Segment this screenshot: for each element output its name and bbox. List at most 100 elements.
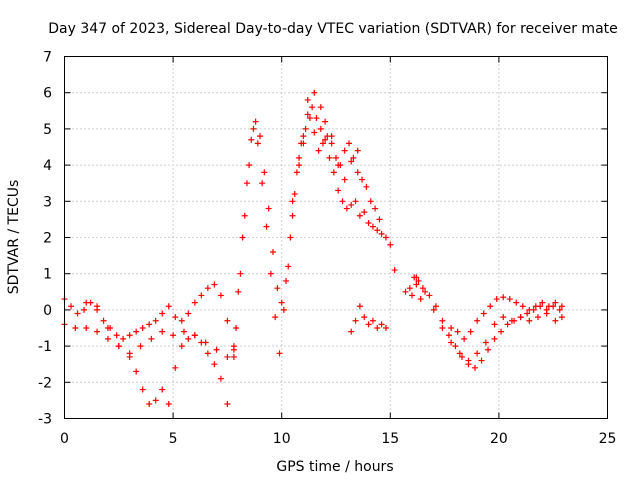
data-point <box>343 205 350 212</box>
data-point <box>454 328 461 335</box>
data-point <box>267 270 274 277</box>
data-point <box>72 325 79 331</box>
data-point <box>120 335 127 342</box>
data-point <box>133 368 140 375</box>
data-point <box>465 357 472 364</box>
data-point <box>191 332 198 339</box>
data-point <box>239 234 246 241</box>
series-track-g <box>348 303 389 335</box>
data-point <box>432 303 439 310</box>
data-point <box>456 350 463 357</box>
data-point <box>94 328 101 335</box>
data-point <box>204 350 211 357</box>
data-point <box>493 296 500 303</box>
data-point <box>328 140 335 147</box>
data-point <box>506 296 513 303</box>
data-point <box>452 343 459 350</box>
data-point <box>461 335 468 342</box>
data-point <box>348 201 355 208</box>
data-point <box>352 317 359 324</box>
data-point <box>426 292 433 299</box>
data-point <box>448 325 455 331</box>
data-point <box>185 310 192 317</box>
data-point <box>113 332 120 339</box>
data-point <box>313 115 320 122</box>
data-point <box>346 140 353 147</box>
data-point <box>152 317 159 324</box>
y-tick-labels: -3 -2 -1 0 1 2 3 4 5 6 7 <box>38 50 52 428</box>
data-point <box>513 299 520 306</box>
data-point <box>139 325 146 331</box>
data-point <box>356 303 363 310</box>
data-point <box>217 292 224 299</box>
y-tick-label: -1 <box>38 339 52 355</box>
data-point <box>361 314 368 321</box>
data-point <box>413 274 420 281</box>
y-tick-label: 7 <box>43 50 52 66</box>
data-point <box>81 306 88 313</box>
data-point <box>204 285 211 292</box>
data-point <box>478 357 485 364</box>
data-point <box>170 332 177 339</box>
data-point <box>558 314 565 321</box>
y-tick-label: 3 <box>43 194 52 210</box>
data-point <box>180 328 187 335</box>
data-point <box>474 350 481 357</box>
data-point <box>296 154 303 161</box>
data-point <box>524 310 531 317</box>
data-point <box>361 209 368 216</box>
data-point <box>419 285 426 292</box>
data-point <box>556 306 563 313</box>
data-point <box>304 96 311 103</box>
data-point <box>285 263 292 270</box>
data-point <box>287 234 294 241</box>
data-point <box>543 310 550 317</box>
data-point <box>382 234 389 241</box>
data-point <box>224 401 231 408</box>
data-point <box>300 140 307 147</box>
data-point <box>369 223 376 230</box>
data-point <box>545 303 552 310</box>
data-point <box>233 325 240 331</box>
data-point <box>487 303 494 310</box>
data-point <box>146 321 153 328</box>
data-point <box>519 303 526 310</box>
data-point <box>248 136 255 143</box>
data-point <box>270 248 277 255</box>
data-point <box>330 169 337 176</box>
data-point <box>467 328 474 335</box>
data-point <box>293 169 300 176</box>
data-point <box>532 303 539 310</box>
data-point <box>363 183 370 190</box>
data-point <box>263 223 270 230</box>
x-tick-label: 10 <box>273 431 291 447</box>
data-point <box>402 288 409 295</box>
data-point <box>430 306 437 313</box>
data-point <box>415 277 422 284</box>
data-point <box>439 317 446 324</box>
data-point <box>367 198 374 205</box>
y-tick-label: 2 <box>43 231 52 247</box>
data-point <box>348 158 355 165</box>
data-point <box>165 401 172 408</box>
data-point <box>159 386 166 393</box>
data-point <box>369 317 376 324</box>
y-axis-label: SDTVAR / TECUs <box>6 180 22 295</box>
y-tick-label: -3 <box>38 412 52 428</box>
data-point <box>333 154 339 161</box>
data-point <box>439 325 446 331</box>
chart-title: Day 347 of 2023, Sidereal Day-to-day VTE… <box>48 21 618 37</box>
data-point <box>413 281 420 288</box>
data-point <box>552 317 559 324</box>
data-point <box>500 294 507 301</box>
axis-ticks <box>64 56 608 419</box>
y-tick-label: 4 <box>43 158 52 174</box>
data-point <box>241 212 248 219</box>
data-point <box>504 321 511 328</box>
data-point <box>126 350 133 357</box>
data-point <box>302 125 309 132</box>
data-point <box>304 111 311 118</box>
series-track-b <box>61 321 231 408</box>
data-point <box>356 212 363 219</box>
data-point <box>341 147 348 154</box>
